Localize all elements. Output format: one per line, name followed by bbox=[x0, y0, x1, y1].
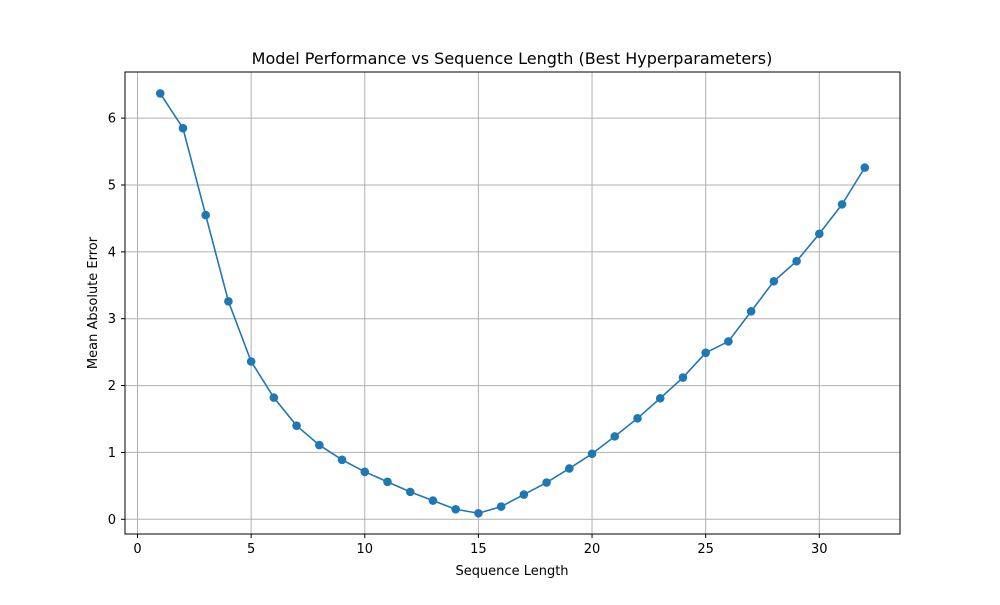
data-point bbox=[519, 490, 529, 499]
x-axis-label: Sequence Length bbox=[455, 564, 568, 579]
data-point bbox=[724, 337, 733, 346]
data-point bbox=[633, 414, 642, 423]
y-tick-label: 6 bbox=[108, 112, 116, 127]
chart-title: Model Performance vs Sequence Length (Be… bbox=[252, 49, 773, 68]
x-tick-label: 5 bbox=[247, 542, 255, 557]
x-tick-label: 10 bbox=[356, 542, 373, 557]
data-point bbox=[269, 393, 279, 402]
data-point bbox=[746, 307, 756, 316]
series-line bbox=[159, 92, 866, 515]
plot-frame bbox=[124, 71, 901, 535]
data-point bbox=[360, 467, 370, 477]
y-tick-label: 2 bbox=[108, 379, 116, 394]
data-point bbox=[701, 348, 710, 358]
data-point bbox=[678, 373, 688, 382]
data-point bbox=[315, 440, 324, 450]
data-point bbox=[246, 357, 256, 366]
data-point bbox=[837, 200, 847, 209]
x-tick-label: 0 bbox=[133, 542, 141, 557]
data-point bbox=[860, 163, 870, 172]
data-point bbox=[655, 393, 665, 403]
data-point bbox=[201, 210, 210, 220]
data-point bbox=[451, 504, 460, 514]
series-layer bbox=[155, 89, 870, 518]
data-point bbox=[178, 123, 188, 133]
y-tick-label: 5 bbox=[108, 178, 116, 193]
grid bbox=[125, 72, 900, 534]
y-tick-label: 4 bbox=[108, 245, 116, 260]
data-point bbox=[565, 464, 574, 473]
data-point bbox=[815, 229, 824, 239]
y-tick-label: 3 bbox=[108, 312, 116, 327]
data-point bbox=[474, 508, 483, 518]
data-point bbox=[292, 421, 301, 430]
data-point bbox=[224, 297, 233, 306]
x-tick-label: 20 bbox=[584, 542, 601, 557]
data-point bbox=[587, 449, 597, 459]
data-point bbox=[769, 276, 779, 286]
y-axis: 0 1 2 3 4 5 6 bbox=[108, 112, 125, 528]
data-point bbox=[405, 487, 415, 497]
data-point bbox=[428, 496, 438, 505]
x-axis: 0 5 10 15 20 25 30 bbox=[133, 534, 828, 557]
x-tick-label: 15 bbox=[470, 542, 487, 557]
data-point bbox=[610, 432, 620, 441]
y-tick-label: 0 bbox=[108, 513, 116, 528]
data-point bbox=[155, 89, 165, 98]
data-point bbox=[337, 455, 347, 465]
data-point bbox=[792, 256, 801, 266]
x-tick-label: 30 bbox=[811, 542, 828, 557]
x-tick-label: 25 bbox=[697, 542, 714, 557]
data-point bbox=[383, 477, 392, 487]
y-tick-label: 1 bbox=[108, 446, 116, 461]
y-axis-label: Mean Absolute Error bbox=[86, 236, 101, 369]
data-point bbox=[496, 502, 506, 511]
data-point bbox=[542, 478, 551, 487]
